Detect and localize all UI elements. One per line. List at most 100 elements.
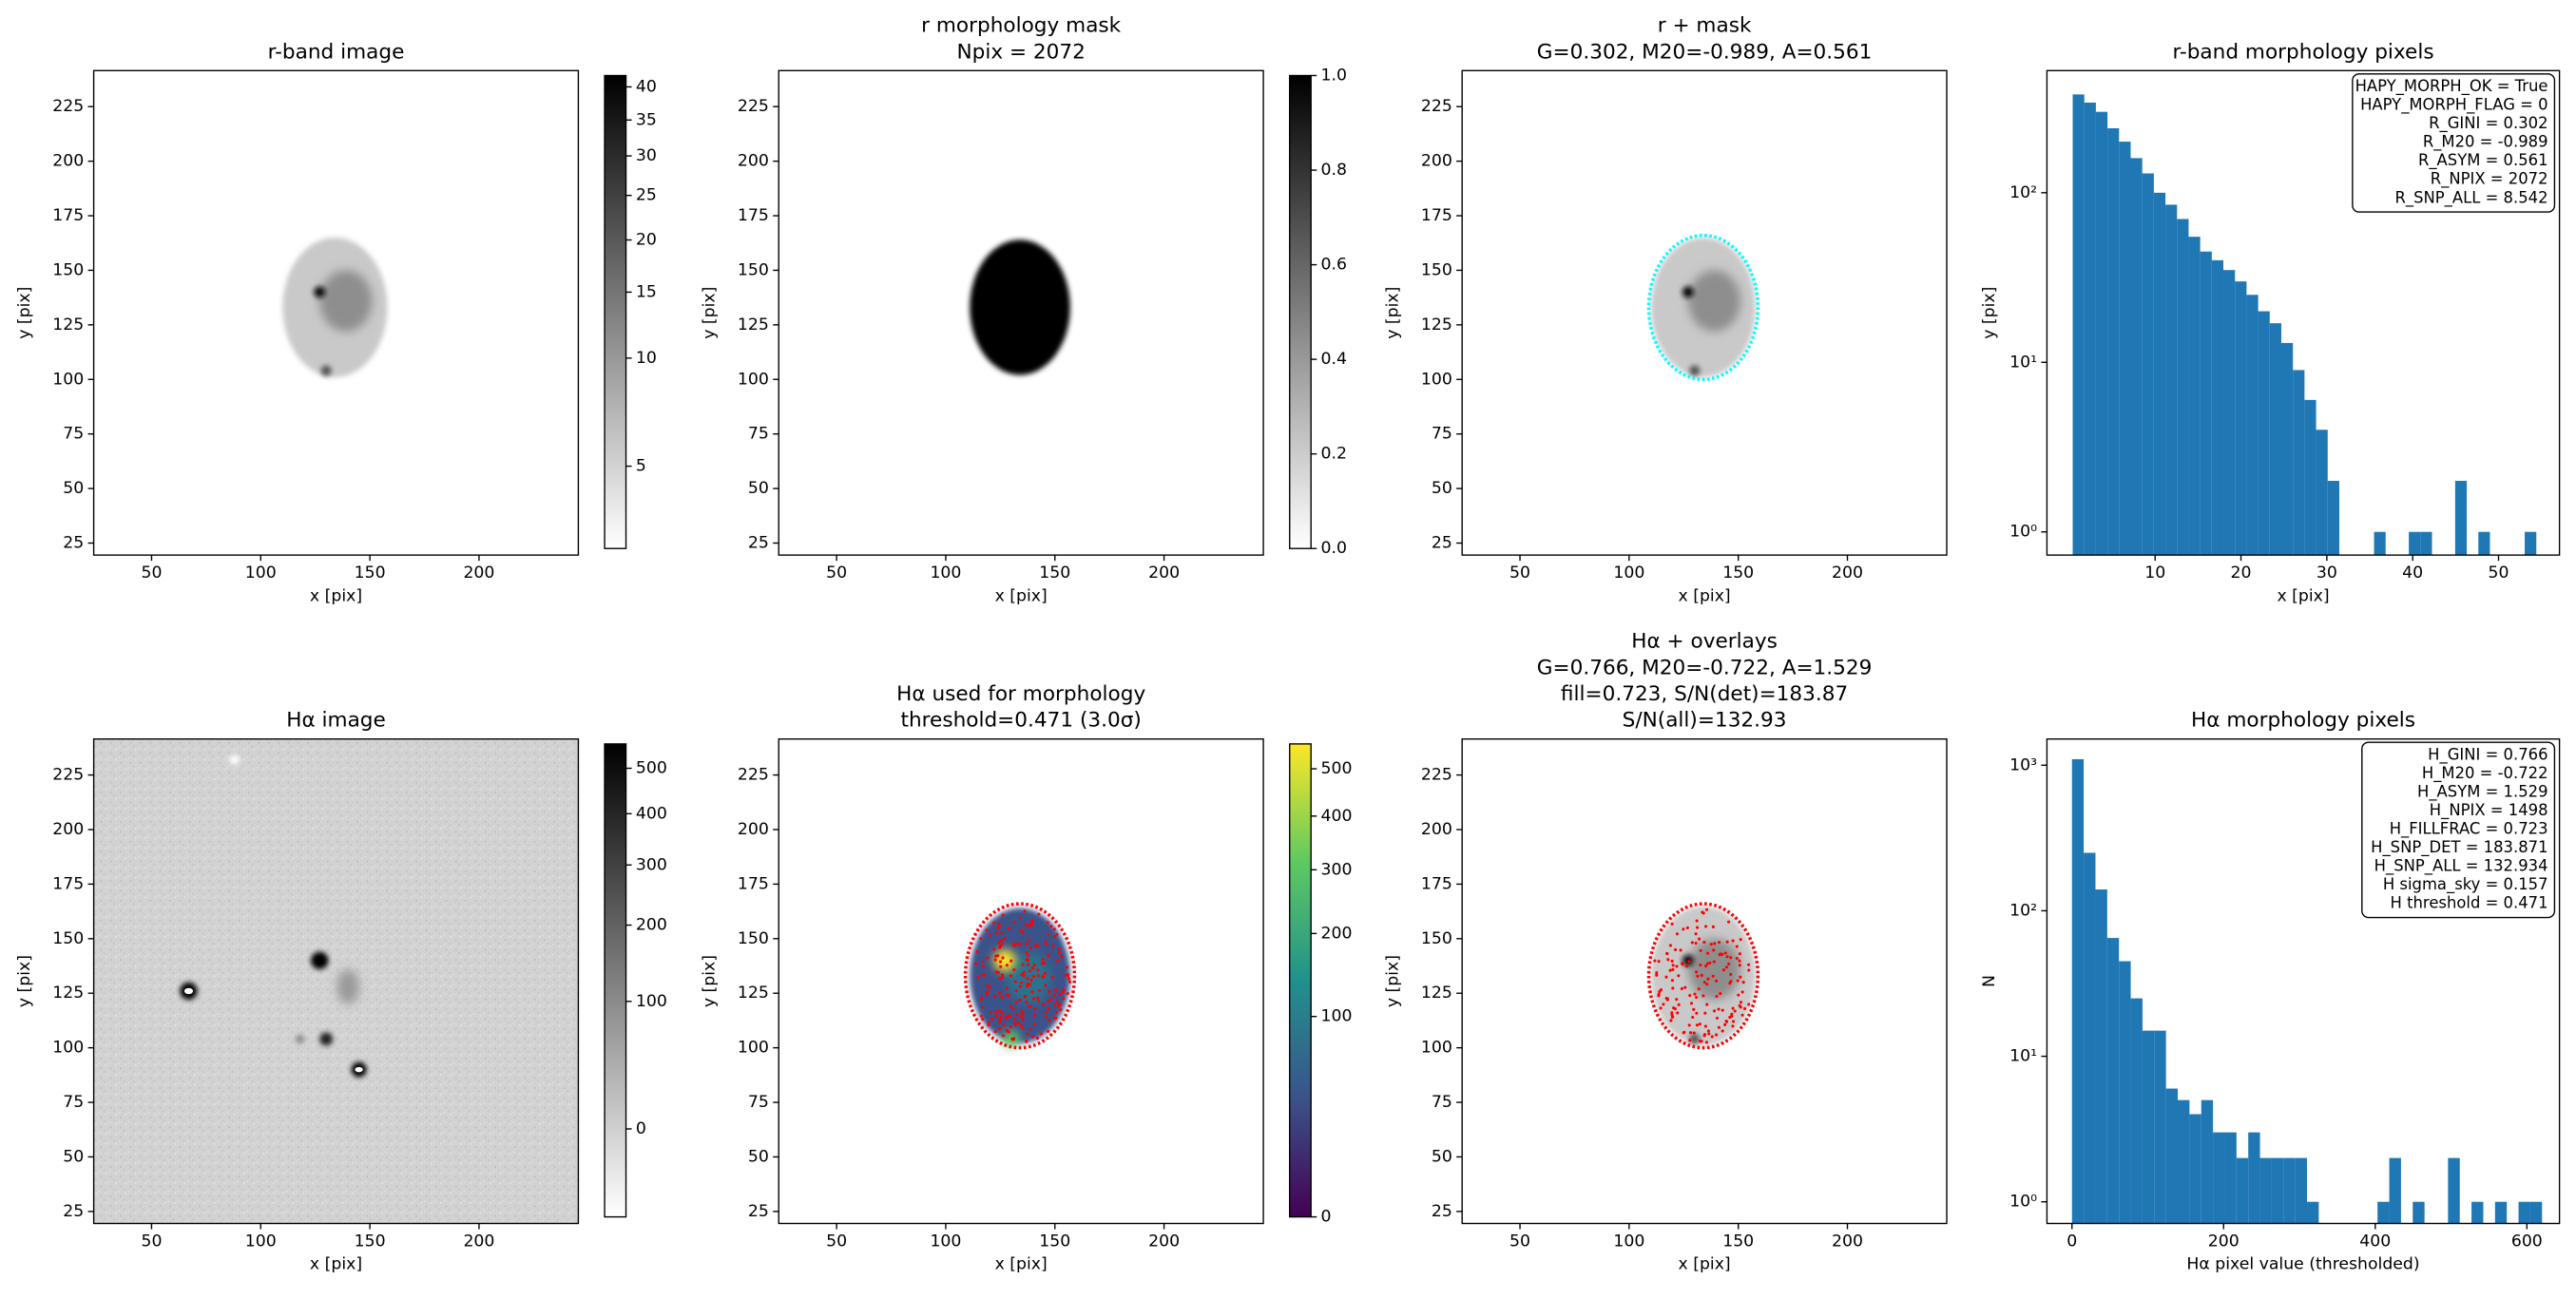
y-tick-label: 50 xyxy=(748,479,769,498)
overlay-point xyxy=(1705,962,1709,965)
histogram-bar xyxy=(2420,531,2432,556)
overlay-point xyxy=(1066,965,1069,969)
annotation-line: H_SNP_DET = 183.871 xyxy=(2371,838,2547,857)
plot-area xyxy=(2072,94,2537,556)
overlay-point xyxy=(1036,999,1040,1003)
y-tick-label: 225 xyxy=(52,97,84,116)
overlay-point xyxy=(1041,958,1045,962)
colorbar xyxy=(604,74,627,549)
histogram-bar xyxy=(2107,127,2120,556)
overlay-point xyxy=(1668,968,1672,972)
y-tick-label: 175 xyxy=(738,874,769,893)
annotation-line: H_NPIX = 1498 xyxy=(2430,801,2548,820)
panel: 50 100 150 200 25 50 75 100 125 150 175 200 225 x [pi… xyxy=(701,682,1353,1274)
overlay-point xyxy=(986,990,990,994)
overlay-point xyxy=(990,1017,994,1021)
histogram-bar xyxy=(2389,1157,2401,1224)
overlay-point xyxy=(1000,996,1004,1000)
overlay-point xyxy=(1055,932,1059,936)
histogram-bar xyxy=(2377,1201,2390,1224)
histogram-bar xyxy=(2153,192,2166,556)
x-tick-label: 50 xyxy=(1509,564,1530,583)
annotation-line: H_M20 = -0.722 xyxy=(2422,764,2548,783)
x-tick-label: 200 xyxy=(463,564,494,583)
colorbar xyxy=(1289,74,1312,549)
y-tick-label: 225 xyxy=(1421,766,1452,785)
overlay-point xyxy=(1052,1016,1056,1020)
colorbar-tick-label: 500 xyxy=(636,759,667,778)
y-tick-label: 225 xyxy=(738,766,769,785)
image-pixels xyxy=(319,1032,334,1046)
overlay-point xyxy=(1671,986,1675,990)
colorbar-tick-label: 400 xyxy=(636,804,667,823)
colorbar-tick-label: 35 xyxy=(636,110,657,129)
histogram-bar xyxy=(2280,342,2294,556)
annotation-line: H_GINI = 0.766 xyxy=(2428,745,2547,764)
y-tick-label: 25 xyxy=(63,533,84,552)
overlay-point xyxy=(1664,975,1668,979)
overlay-point xyxy=(999,939,1004,943)
overlay-point xyxy=(1691,1015,1695,1020)
x-axis-label: x [pix] xyxy=(1679,1255,1731,1274)
histogram-bar xyxy=(2095,889,2107,1224)
overlay-point xyxy=(1741,981,1745,984)
overlay-point xyxy=(975,949,979,953)
y-tick-label: 225 xyxy=(738,97,769,116)
overlay-point xyxy=(986,984,990,987)
x-tick-label: 100 xyxy=(930,1232,961,1251)
overlay-point xyxy=(1019,1015,1023,1019)
plot-area xyxy=(1462,70,1948,556)
x-tick-label: 50 xyxy=(826,564,847,583)
overlay-point xyxy=(1024,994,1028,999)
overlay-point xyxy=(1697,937,1701,941)
overlay-point xyxy=(1737,993,1740,997)
y-tick-label: 100 xyxy=(1421,1039,1452,1058)
overlay-point xyxy=(988,985,992,989)
overlay-point xyxy=(1001,973,1005,977)
overlay-point xyxy=(1036,968,1040,972)
histogram-bar xyxy=(2084,852,2096,1224)
axes-frame xyxy=(2046,69,2561,556)
colorbar-tick-label: 10 xyxy=(636,349,657,368)
axes-frame xyxy=(778,69,1264,556)
overlay-point xyxy=(996,926,1000,930)
overlay-point xyxy=(999,960,1003,964)
overlay-point xyxy=(997,1008,1002,1012)
annotation-line: HAPY_MORPH_FLAG = 0 xyxy=(2360,96,2547,115)
image-pixels xyxy=(1689,1033,1701,1044)
overlay-point xyxy=(1015,942,1020,946)
overlay-point xyxy=(1036,996,1040,1000)
overlay-point xyxy=(1699,948,1702,952)
plot-area xyxy=(779,738,1264,1224)
overlay-point xyxy=(1715,994,1719,999)
panel-title: S/N(all)=132.93 xyxy=(1623,709,1787,733)
overlay-point xyxy=(1688,1031,1693,1035)
y-axis-label: y [pix] xyxy=(701,287,720,339)
histogram-bar xyxy=(2295,1157,2308,1224)
overlay-point xyxy=(1723,1022,1727,1026)
overlay-point xyxy=(1050,976,1054,980)
overlay-point xyxy=(1028,969,1032,973)
x-tick-label: 400 xyxy=(2359,1232,2391,1251)
overlay-point xyxy=(1655,973,1659,977)
panel-title: r-band morphology pixels xyxy=(2172,40,2433,64)
image-pixels xyxy=(1682,286,1694,298)
overlay-point xyxy=(1719,992,1722,996)
histogram-bar xyxy=(2106,938,2120,1224)
overlay-point xyxy=(1710,1035,1714,1039)
overlay-point xyxy=(1694,941,1698,946)
overlay-point xyxy=(1718,941,1721,945)
overlay-point xyxy=(1047,933,1050,937)
histogram-bar xyxy=(2084,102,2096,556)
colorbar-tick-label: 25 xyxy=(636,186,657,205)
overlay-point xyxy=(1747,968,1751,972)
overlay-point xyxy=(1731,1006,1735,1010)
overlay-point xyxy=(1739,938,1742,942)
overlay-point xyxy=(1680,986,1683,991)
y-axis-label: y [pix] xyxy=(701,955,720,1007)
x-tick-label: 150 xyxy=(1722,564,1754,583)
overlay-point xyxy=(1670,979,1674,983)
overlay-point xyxy=(1057,1004,1061,1008)
x-tick-label: 30 xyxy=(2316,564,2337,583)
overlay-point xyxy=(1702,941,1706,945)
